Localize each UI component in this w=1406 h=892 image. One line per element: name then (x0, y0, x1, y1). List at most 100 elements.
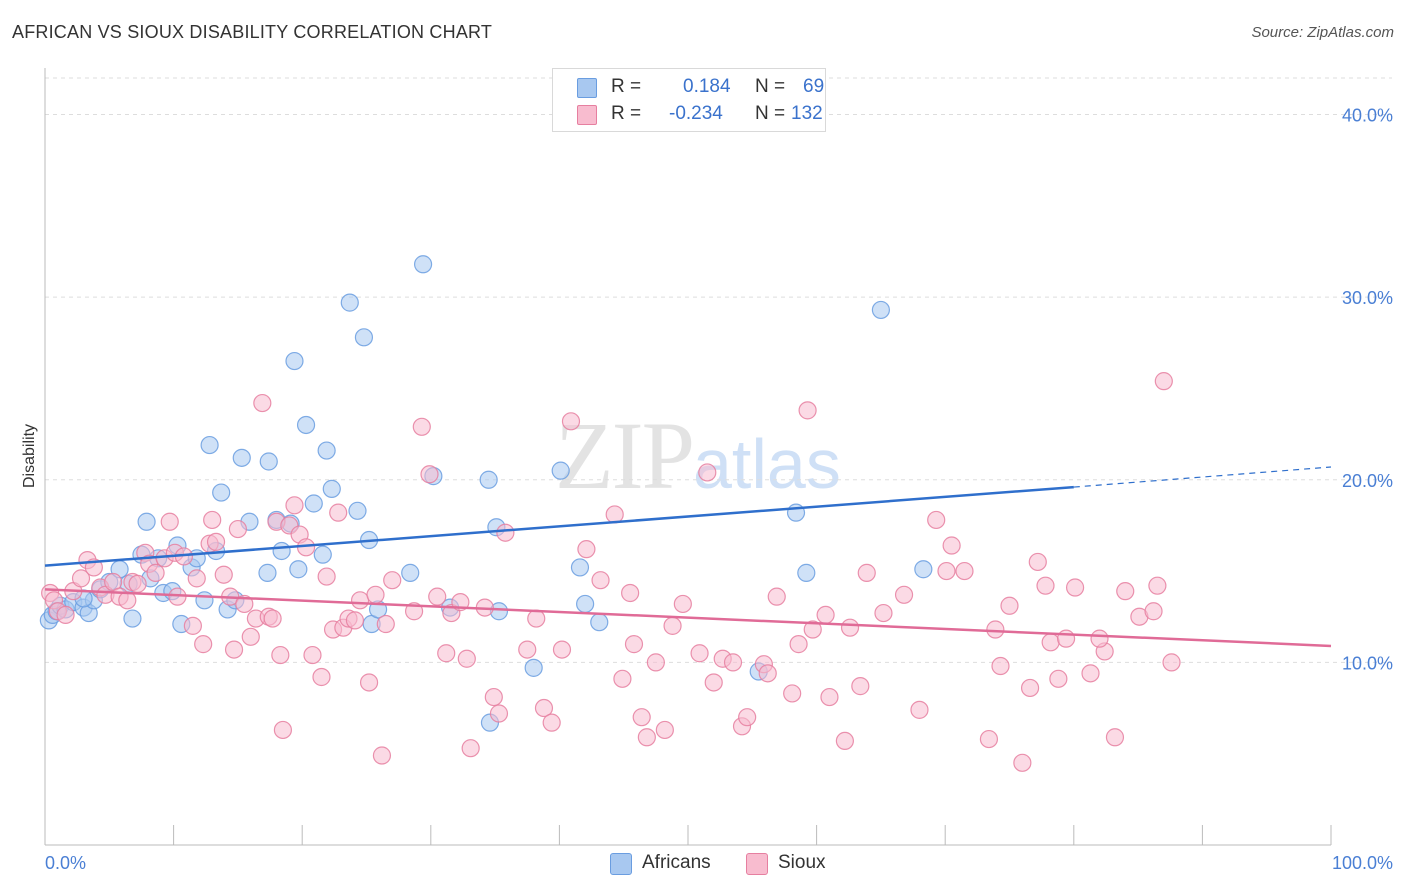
data-point-sioux (1154, 372, 1173, 391)
data-point-sioux (303, 645, 322, 665)
legend-r-label: R = (611, 103, 642, 124)
data-point-sioux (412, 417, 431, 436)
data-point-sioux (285, 496, 304, 515)
y-tick-label: 40.0% (1342, 106, 1393, 126)
data-point-sioux (835, 731, 854, 751)
data-point-sioux (986, 620, 1005, 639)
data-point-sioux (241, 627, 260, 646)
data-point-sioux (56, 605, 75, 625)
data-point-sioux (663, 616, 682, 635)
data-point-sioux (317, 567, 336, 586)
x-tick-label: 0.0% (45, 853, 86, 873)
stats-legend: R = 0.184 N = 69 R = -0.234 N = 132 (552, 68, 826, 132)
data-point-sioux (489, 704, 509, 723)
data-point-africans (272, 541, 291, 561)
data-point-sioux (942, 536, 961, 555)
data-point-sioux (704, 673, 723, 692)
data-point-sioux (437, 644, 456, 663)
data-point-africans (259, 452, 278, 471)
data-point-africans (296, 415, 316, 435)
data-point-sioux (273, 720, 293, 740)
data-point-sioux (71, 569, 91, 588)
data-point-sioux (927, 510, 946, 530)
data-point-africans (258, 563, 277, 582)
data-point-sioux (621, 583, 640, 603)
data-point-sioux (783, 684, 802, 703)
data-point-africans (123, 609, 142, 628)
data-point-sioux (224, 640, 244, 659)
data-point-sioux (857, 563, 876, 582)
data-point-africans (551, 461, 570, 480)
data-point-africans (914, 560, 933, 579)
data-point-sioux (206, 532, 226, 551)
data-point-sioux (637, 728, 656, 747)
data-point-sioux (183, 616, 202, 635)
data-point-sioux (518, 640, 537, 659)
data-point-sioux (673, 594, 692, 614)
legend-n-label: N = (755, 103, 786, 124)
data-point-africans (313, 545, 332, 564)
data-point-sioux (372, 746, 392, 765)
data-point-africans (401, 563, 420, 582)
data-point-sioux (146, 563, 165, 582)
data-point-sioux (271, 645, 290, 665)
data-point-sioux (624, 635, 644, 654)
x-tick-label: 100.0% (1332, 853, 1393, 873)
tick-labels: 10.0% 20.0% 30.0% 40.0% 0.0% 100.0% (45, 106, 1393, 873)
data-point-sioux (937, 561, 956, 581)
data-point-sioux (758, 664, 777, 683)
data-point-sioux (1041, 633, 1060, 652)
data-point-sioux (366, 585, 385, 604)
series-africans (39, 255, 933, 732)
data-point-africans (570, 558, 590, 577)
data-point-sioux (1090, 629, 1109, 648)
data-point-africans (317, 441, 336, 460)
data-point-sioux (955, 561, 974, 581)
data-point-sioux (263, 609, 282, 628)
data-point-sioux (552, 640, 572, 659)
data-point-sioux (214, 565, 233, 584)
legend-n-value: 69 (803, 76, 825, 97)
data-point-africans (212, 483, 231, 502)
data-point-sioux (534, 698, 554, 718)
grid (45, 77, 1392, 663)
data-point-africans (413, 255, 433, 274)
data-point-sioux (228, 519, 247, 539)
data-point-sioux (655, 720, 674, 740)
data-point-africans (285, 351, 304, 371)
legend-label-sioux: Sioux (778, 852, 826, 873)
data-point-sioux (816, 605, 835, 625)
legend-n-value: 132 (791, 103, 823, 124)
data-point-sioux (484, 687, 503, 707)
data-point-sioux (1056, 629, 1076, 648)
data-point-sioux (203, 510, 222, 530)
data-point-africans (137, 512, 156, 531)
data-point-africans (348, 501, 367, 520)
data-point-sioux (187, 569, 206, 588)
data-point-sioux (561, 412, 581, 431)
data-point-africans (524, 658, 543, 677)
data-point-africans (871, 300, 891, 320)
data-point-sioux (1065, 578, 1085, 597)
data-point-sioux (160, 512, 179, 531)
data-point-sioux (345, 611, 365, 630)
data-point-sioux (253, 393, 272, 413)
legend-swatch-africans (610, 853, 632, 875)
legend-r-value: 0.184 (683, 76, 731, 97)
y-tick-label: 10.0% (1342, 653, 1393, 673)
data-point-sioux (820, 687, 839, 707)
data-point-africans (322, 479, 341, 498)
data-point-sioux (1000, 596, 1019, 615)
data-point-sioux (1105, 728, 1125, 747)
data-point-sioux (646, 653, 665, 672)
data-point-sioux (1081, 664, 1100, 683)
data-point-sioux (461, 739, 480, 758)
data-point-sioux (690, 644, 709, 663)
watermark: ZIPatlas (555, 400, 841, 511)
axes (44, 68, 1332, 846)
data-point-africans (232, 448, 251, 467)
data-point-africans (590, 613, 609, 632)
legend-n-label: N = (755, 76, 786, 97)
data-point-africans (340, 293, 359, 312)
